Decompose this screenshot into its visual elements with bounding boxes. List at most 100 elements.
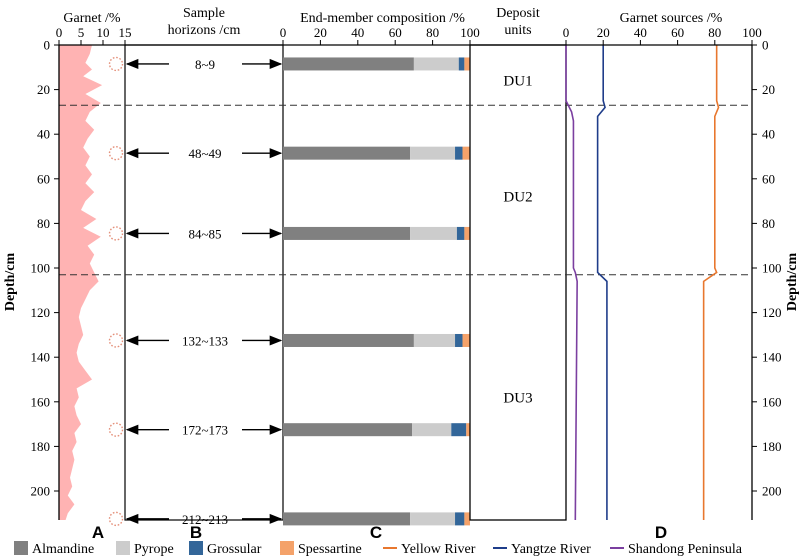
panel-d-x-tick-label: 80 <box>708 25 721 40</box>
right-depth-tick-label: 140 <box>762 350 782 365</box>
panel-d-x-tick-label: 100 <box>742 25 762 40</box>
legend: Almandine Pyrope Grossular Spessartine Yello… <box>14 541 743 557</box>
legend-swatch-spessartine <box>280 541 294 555</box>
sample-horizon-label: 132~133 <box>182 333 228 348</box>
right-depth-tick-label: 160 <box>762 394 782 409</box>
panel-a-garnet-content: Garnet /%0 5 10 15 <box>56 11 132 527</box>
composition-bar-almandine <box>283 226 411 240</box>
right-depth-tick-label: 180 <box>762 439 782 454</box>
deposit-units-title-line-1: Deposit <box>496 6 540 21</box>
deposit-unit-label: DU3 <box>503 390 532 406</box>
composition-bar-spessartine <box>462 146 470 160</box>
panel-d-x-tick-label: 0 <box>563 25 570 40</box>
composition-bar-almandine <box>283 146 411 160</box>
panel-d-garnet-sources: Garnet sources /% 0 20 40 60 80 100 <box>563 11 762 521</box>
panel-c-x-tick-label: 60 <box>389 25 402 40</box>
right-depth-tick-label: 120 <box>762 305 782 320</box>
legend-label: Almandine <box>32 542 94 557</box>
left-depth-tick-label: 100 <box>31 261 51 276</box>
right-depth-tick-label: 0 <box>762 38 769 53</box>
panel-d-title: Garnet sources /% <box>620 11 723 26</box>
panel-b-title-line-1: Sample <box>183 6 225 21</box>
composition-bar-almandine <box>283 512 411 526</box>
sample-horizon-label: 172~173 <box>182 423 228 438</box>
left-depth-tick-label: 200 <box>31 484 51 499</box>
source-line-yellow-river <box>702 45 720 520</box>
deposit-unit-label: DU2 <box>503 190 532 206</box>
panel-letter-a: A <box>92 523 104 542</box>
legend-label: Spessartine <box>298 542 362 557</box>
composition-bar-pyrope <box>412 423 452 437</box>
composition-bar-grossular <box>455 146 463 160</box>
composition-bar-spessartine <box>462 333 470 347</box>
composition-bar-grossular <box>455 333 463 347</box>
sample-grain-icon <box>108 56 124 72</box>
right-depth-axis-title: Depth/cm <box>785 253 800 312</box>
composition-bar-pyrope <box>410 146 456 160</box>
composition-bar-grossular <box>451 423 467 437</box>
sample-horizon-label: 212~213 <box>182 512 228 527</box>
panel-a-x-tick-label: 0 <box>56 25 63 40</box>
left-depth-tick-label: 40 <box>37 127 50 142</box>
panel-a-x-tick-label: 15 <box>119 25 132 40</box>
sample-grain-icon <box>108 511 124 527</box>
composition-bar-almandine <box>283 333 414 347</box>
source-line-shandong-peninsula <box>565 45 578 521</box>
panel-c-end-member-composition: End-member composition /% 0 20 40 60 80 100 <box>280 11 480 526</box>
left-depth-tick-label: 180 <box>31 439 51 454</box>
composition-bar-grossular <box>455 512 465 526</box>
panel-b-sample-horizons: Sample horizons /cm 8~9 48~49 84~85 132~133 17… <box>124 6 284 527</box>
right-depth-tick-label: 40 <box>762 127 775 142</box>
legend-swatch-grossular <box>189 541 203 555</box>
legend-label: Shandong Peninsula <box>628 542 743 557</box>
panel-letter-c: C <box>370 523 382 542</box>
legend-swatch-almandine <box>14 541 28 555</box>
right-depth-tick-label: 20 <box>762 82 775 97</box>
legend-label: Yellow River <box>401 542 476 557</box>
legend-label: Grossular <box>207 542 262 557</box>
panel-c-x-tick-label: 0 <box>280 25 287 40</box>
panel-letter-d: D <box>655 523 667 542</box>
depth-axes: 0 0 20 20 40 40 60 60 80 80 100 100 120 120 140 140 160 1… <box>3 38 800 520</box>
sample-horizon-label: 48~49 <box>188 146 221 161</box>
legend-label: Pyrope <box>134 542 174 557</box>
garnet-content-area <box>59 45 103 520</box>
panel-c-title: End-member composition /% <box>300 11 465 26</box>
sample-grain-icon <box>108 422 124 437</box>
right-depth-tick-label: 60 <box>762 171 775 186</box>
panel-b-frame <box>124 44 284 521</box>
panel-d-x-tick-label: 40 <box>634 25 647 40</box>
composition-bar-almandine <box>283 423 413 437</box>
source-line-yangtze-river <box>596 45 608 520</box>
left-depth-tick-label: 60 <box>37 171 50 186</box>
right-depth-tick-label: 200 <box>762 484 782 499</box>
left-depth-tick-label: 120 <box>31 305 51 320</box>
sample-grain-icon <box>108 226 124 241</box>
left-depth-tick-label: 160 <box>31 394 51 409</box>
deposit-units-frame <box>469 44 567 521</box>
panel-letter-b: B <box>190 523 202 542</box>
composition-bar-spessartine <box>464 226 470 240</box>
panel-c-x-tick-label: 80 <box>426 25 439 40</box>
composition-bar-almandine <box>283 57 414 71</box>
deposit-units-title-line-2: units <box>504 23 531 38</box>
left-depth-tick-label: 140 <box>31 350 51 365</box>
composition-bar-spessartine <box>464 57 470 71</box>
panel-c-x-tick-label: 100 <box>460 25 480 40</box>
panel-c-x-tick-label: 40 <box>351 25 364 40</box>
panel-a-x-tick-label: 10 <box>97 25 110 40</box>
left-depth-tick-label: 0 <box>44 38 51 53</box>
panel-b-title-line-2: horizons /cm <box>168 23 241 38</box>
composition-bar-pyrope <box>413 57 459 71</box>
sample-grain-icon <box>108 145 124 161</box>
panel-d-x-tick-label: 60 <box>671 25 684 40</box>
left-depth-axis-title: Depth/cm <box>3 253 18 312</box>
right-depth-tick-label: 80 <box>762 216 775 231</box>
composition-bar-pyrope <box>410 226 457 240</box>
panel-d-x-tick-label: 20 <box>597 25 610 40</box>
sample-grain-icon <box>108 333 124 348</box>
panel-a-title: Garnet /% <box>63 11 120 26</box>
composition-bar-pyrope <box>410 512 456 526</box>
left-depth-tick-label: 20 <box>37 82 50 97</box>
